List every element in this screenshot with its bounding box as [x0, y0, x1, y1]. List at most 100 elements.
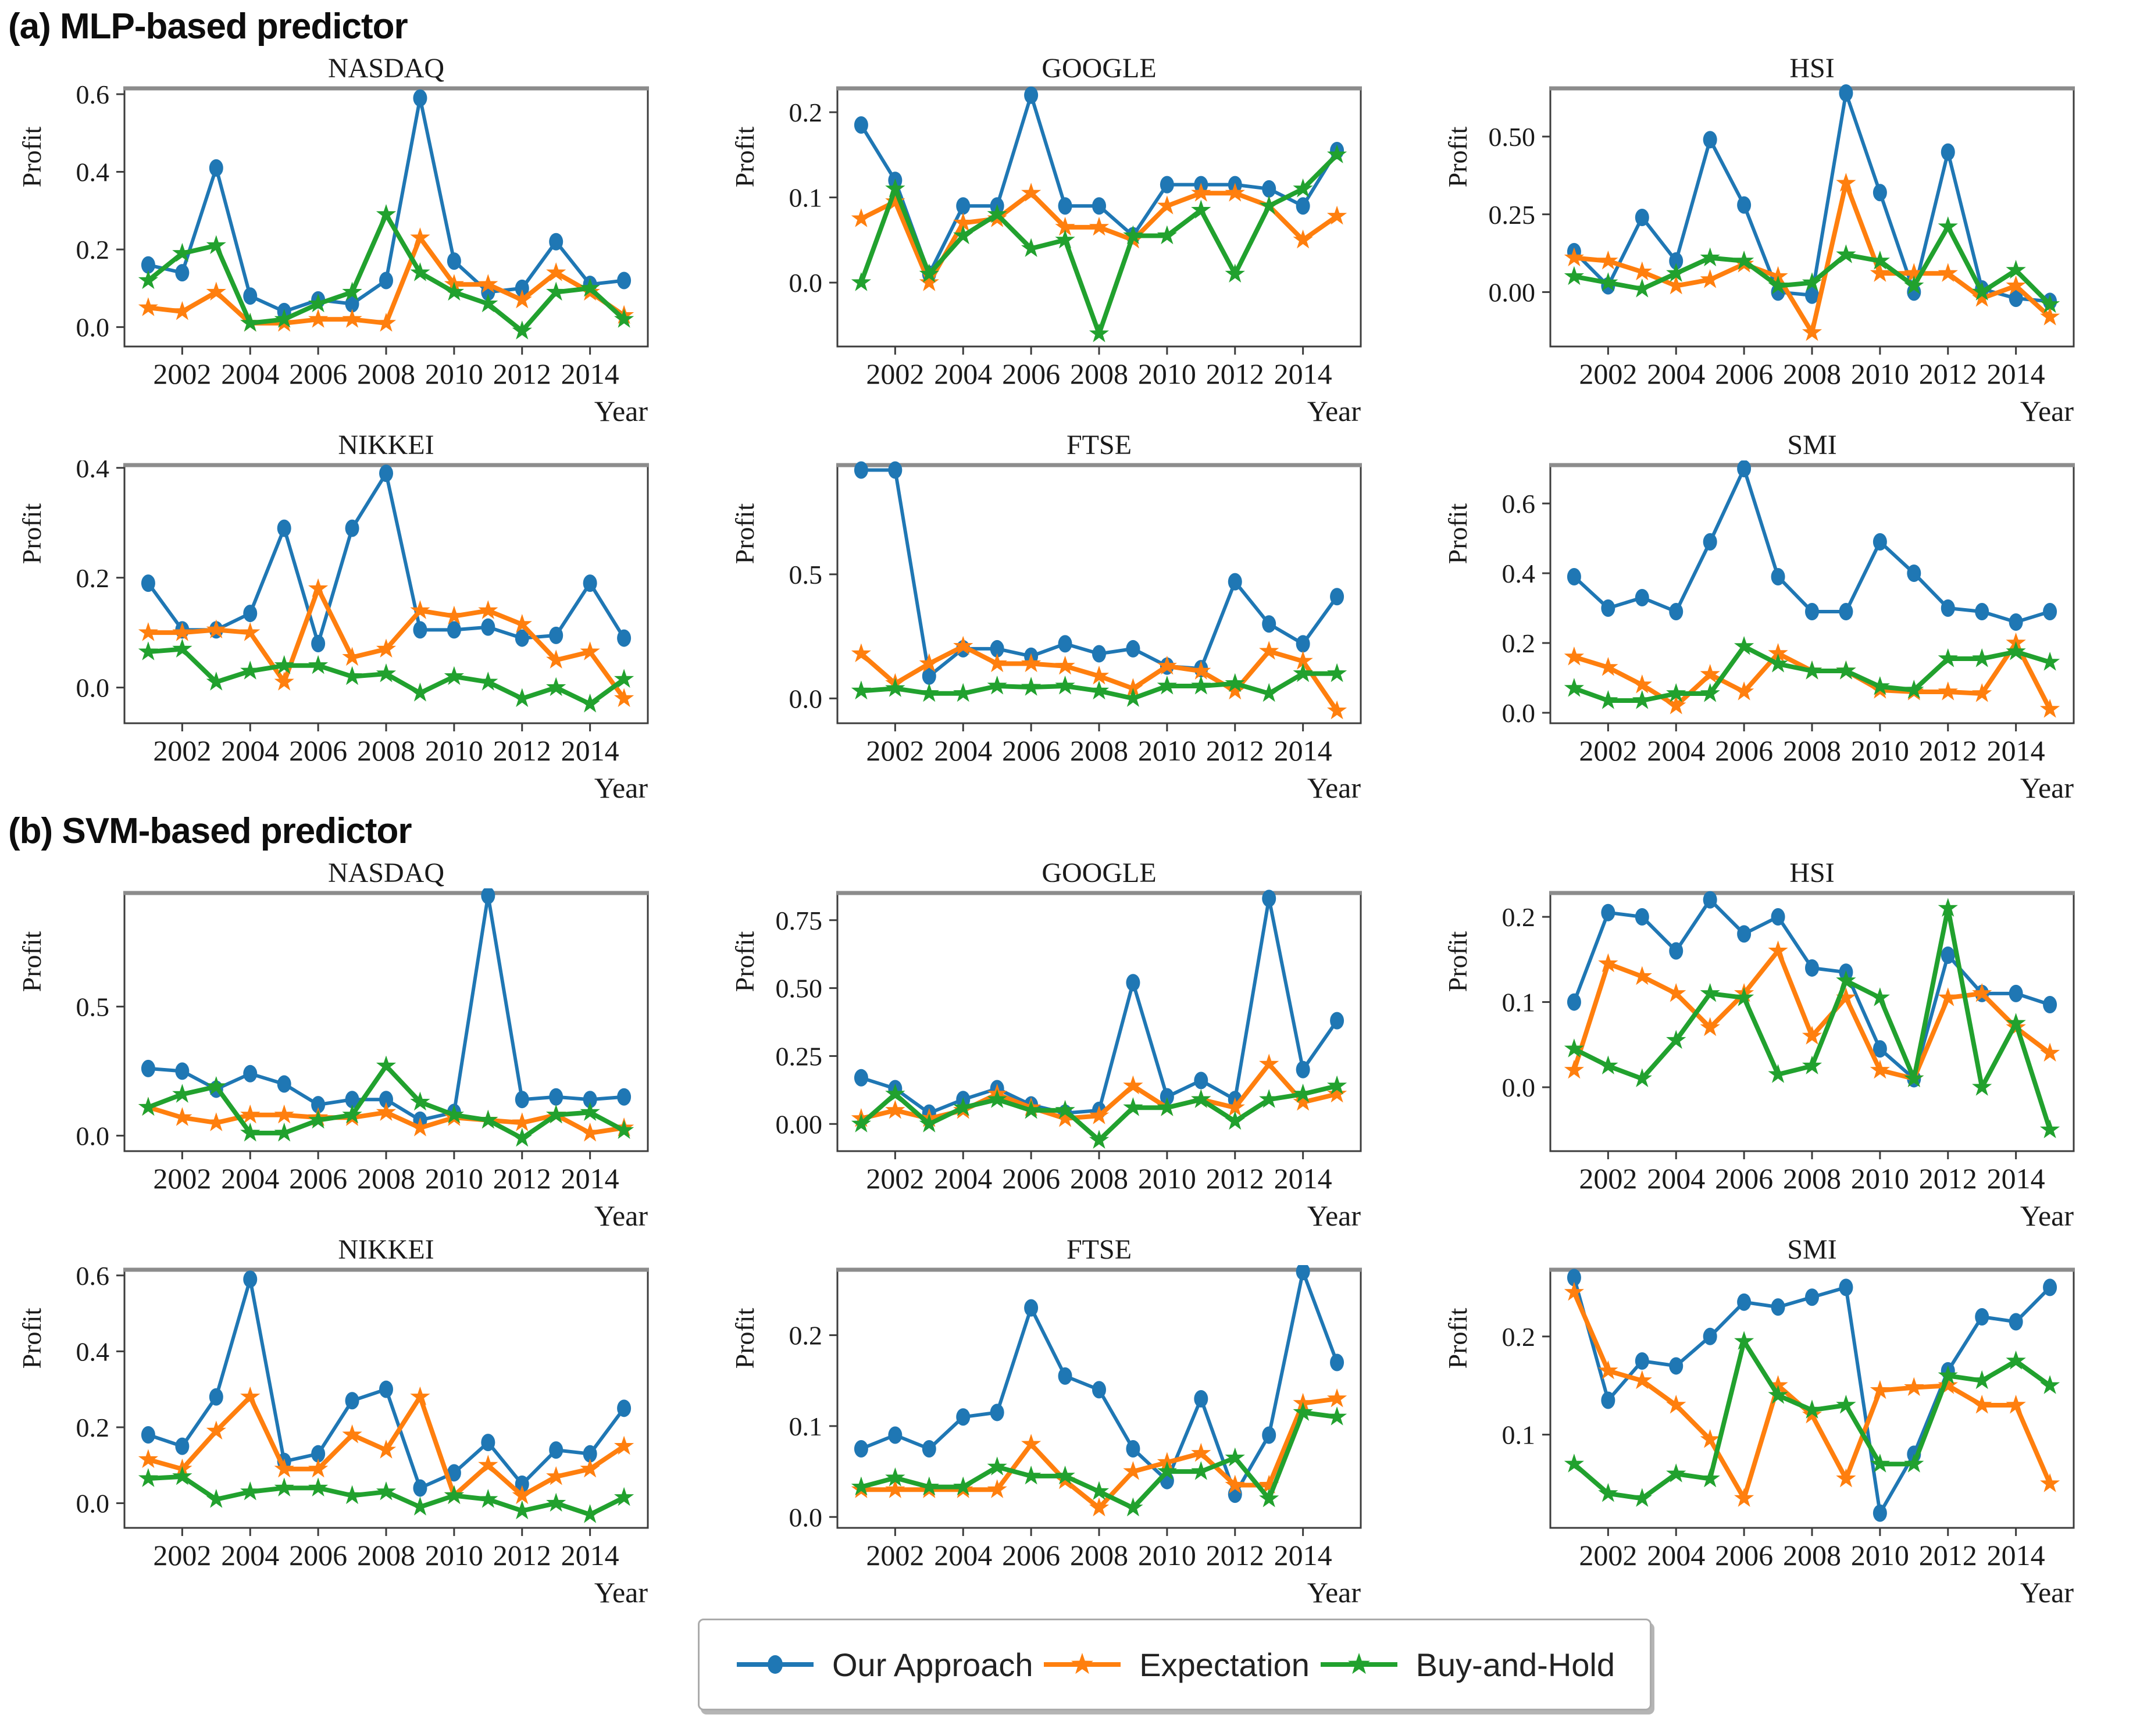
marker-star-buy-and-hold: [885, 178, 905, 198]
marker-circle-our-approach: [1771, 908, 1785, 926]
x-tick-label: 2004: [934, 1539, 992, 1571]
marker-circle-our-approach: [379, 1380, 393, 1398]
marker-star-expectation: [342, 309, 362, 328]
subplot-title: NIKKEI: [338, 1234, 434, 1265]
marker-star-buy-and-hold: [1904, 1068, 1924, 1087]
marker-star-buy-and-hold: [512, 1127, 532, 1147]
marker-circle-our-approach: [1262, 890, 1276, 908]
marker-circle-our-approach: [1092, 197, 1106, 215]
marker-star-expectation: [2040, 306, 2060, 326]
marker-star-expectation: [410, 227, 430, 247]
series-line-expectation: [1574, 181, 2052, 335]
y-tick-label: 0.2: [1502, 902, 1536, 932]
marker-star-expectation: [953, 212, 973, 232]
x-tick-label: 2014: [561, 1162, 619, 1195]
marker-star-expectation: [2040, 1473, 2060, 1492]
marker-circle-our-approach: [1805, 959, 1819, 977]
marker-circle-our-approach: [1228, 573, 1242, 591]
marker-circle-our-approach: [922, 1439, 936, 1458]
marker-circle-our-approach: [1635, 209, 1649, 226]
marker-star-expectation: [1802, 1026, 1822, 1045]
marker-star-expectation: [1293, 1091, 1313, 1111]
x-tick-label: 2008: [1070, 1539, 1128, 1571]
x-axis-label: Year: [1307, 771, 1361, 804]
marker-star-expectation: [1836, 987, 1856, 1006]
x-tick-label: 2014: [1987, 734, 2045, 767]
marker-star-buy-and-hold: [1836, 970, 1856, 990]
x-tick-label: 2010: [1851, 1162, 1909, 1195]
marker-star-buy-and-hold: [1259, 1089, 1279, 1108]
marker-star-expectation: [206, 619, 226, 638]
marker-star-expectation: [1870, 1059, 1890, 1079]
y-tick-label: 0.0: [76, 313, 110, 342]
marker-star-buy-and-hold: [1327, 1406, 1347, 1426]
marker-circle-our-approach: [413, 1479, 427, 1497]
plot-canvas: 0.0 0.5 2002 2004 2006 2008 2010 2012 2014 Profit…: [17, 888, 649, 1232]
marker-star-buy-and-hold: [172, 1466, 192, 1485]
x-tick-label: 2002: [1579, 358, 1637, 390]
x-tick-label: 2006: [1002, 1162, 1060, 1195]
marker-circle-our-approach: [583, 1091, 597, 1109]
marker-circle-our-approach: [2009, 1313, 2023, 1331]
marker-star-expectation: [919, 653, 939, 673]
marker-star-buy-and-hold: [274, 655, 294, 674]
y-tick-label: 0.00: [776, 1109, 823, 1139]
section-a-heading: (a) MLP-based predictor: [8, 6, 408, 47]
x-tick-label: 2008: [357, 1539, 415, 1571]
marker-star-expectation: [240, 1104, 261, 1124]
marker-star-expectation: [274, 1458, 294, 1478]
marker-star-buy-and-hold: [1564, 1453, 1584, 1473]
x-tick-label: 2006: [289, 358, 347, 390]
x-tick-label: 2004: [221, 1162, 279, 1195]
marker-star-buy-and-hold: [240, 312, 261, 332]
marker-star-expectation: [1259, 1474, 1279, 1494]
x-tick-label: 2014: [1987, 358, 2045, 390]
marker-star-buy-and-hold: [2006, 641, 2026, 660]
marker-star-expectation: [308, 309, 329, 328]
marker-star-buy-and-hold: [1972, 281, 1992, 301]
marker-star-buy-and-hold: [444, 666, 464, 685]
legend-marker-circle-icon: [737, 1655, 814, 1674]
marker-circle-our-approach: [447, 252, 461, 270]
y-tick-label: 0.2: [789, 1321, 823, 1351]
marker-circle-our-approach: [2009, 290, 2023, 308]
marker-star-expectation: [512, 289, 532, 309]
marker-star-buy-and-hold: [2040, 652, 2060, 671]
x-tick-label: 2012: [493, 1539, 551, 1571]
plot-canvas: 0.0 0.1 0.2 2002 2004 2006 2008 2010 2012 2014 Pro…: [730, 86, 1362, 427]
marker-star-expectation: [512, 1112, 532, 1131]
x-tick-label: 2014: [1274, 1539, 1332, 1571]
x-tick-label: 2010: [1138, 358, 1196, 390]
marker-star-expectation: [546, 1466, 566, 1485]
marker-circle-our-approach: [379, 272, 393, 290]
marker-star-expectation: [1972, 288, 1992, 307]
marker-star-buy-and-hold: [953, 225, 973, 245]
marker-circle-our-approach: [1601, 599, 1615, 617]
marker-circle-our-approach: [888, 461, 903, 479]
subplot-title: NIKKEI: [338, 430, 434, 460]
marker-star-buy-and-hold: [1734, 1331, 1754, 1350]
marker-star-buy-and-hold: [1293, 178, 1313, 198]
marker-star-buy-and-hold: [1938, 898, 1958, 917]
marker-star-expectation: [1598, 1360, 1618, 1380]
marker-star-buy-and-hold: [478, 293, 498, 313]
marker-star-buy-and-hold: [410, 1091, 430, 1111]
marker-star-expectation: [1123, 1461, 1143, 1480]
marker-star-buy-and-hold: [851, 1476, 871, 1496]
marker-star-buy-and-hold: [1938, 1365, 1958, 1384]
marker-star-expectation: [1089, 1497, 1110, 1517]
subplot-a-google: GOOGLE 0.0 0.1 0.2 2002 2004 2006 2008 2010 2012 2…: [715, 51, 1428, 428]
marker-star-buy-and-hold: [919, 1113, 939, 1133]
marker-star-buy-and-hold: [1870, 250, 1890, 270]
x-tick-label: 2004: [1647, 734, 1705, 767]
marker-star-buy-and-hold: [1632, 1488, 1652, 1507]
y-tick-label: 0.2: [1502, 628, 1536, 658]
marker-circle-our-approach: [243, 287, 258, 305]
marker-star-buy-and-hold: [308, 293, 329, 313]
marker-star-expectation: [1564, 1059, 1584, 1079]
marker-circle-our-approach: [1567, 1269, 1581, 1287]
y-tick-label: 0.2: [76, 563, 110, 593]
marker-star-expectation: [1021, 1434, 1042, 1453]
marker-star-expectation: [478, 274, 498, 293]
marker-circle-our-approach: [1024, 1299, 1039, 1317]
